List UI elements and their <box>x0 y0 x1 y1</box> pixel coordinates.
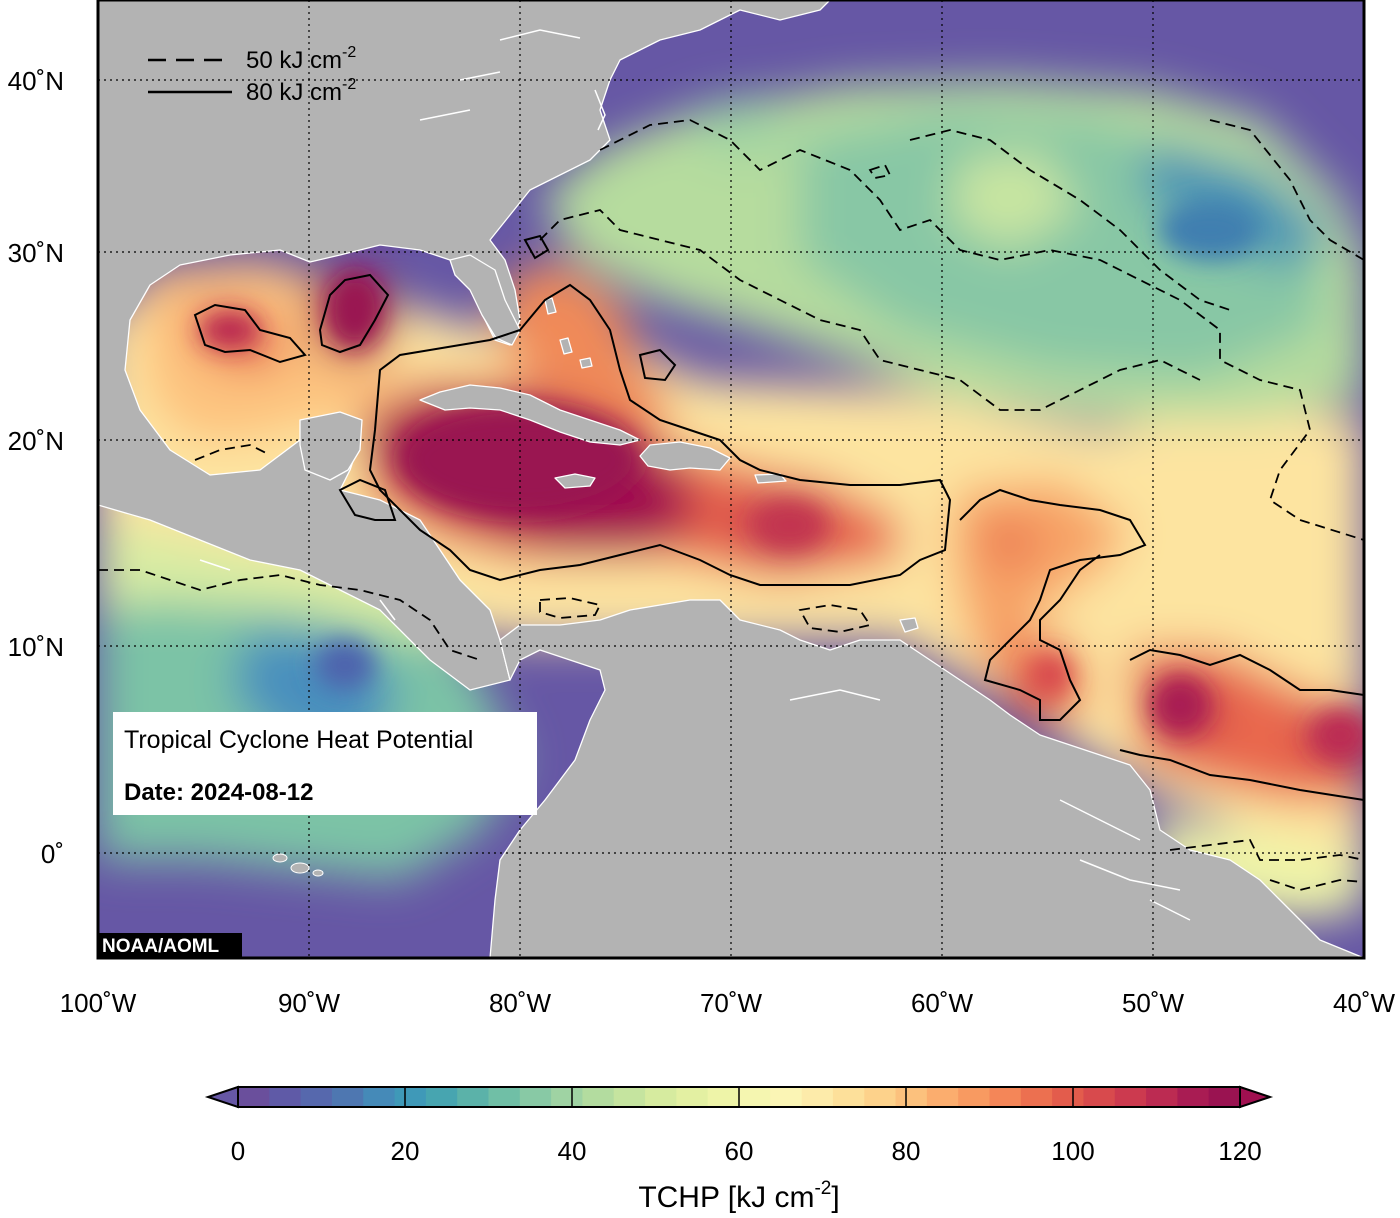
colorbar-tick-label: 120 <box>1218 1136 1261 1166</box>
colorbar-tick-label: 20 <box>391 1136 420 1166</box>
trinidad-island <box>899 617 919 633</box>
credit-box: NOAA/AOML <box>98 933 242 958</box>
colorbar-cell <box>707 1087 740 1107</box>
credit-text: NOAA/AOML <box>102 936 220 957</box>
colorbar-cell <box>895 1087 928 1107</box>
colorbar-cell <box>1052 1087 1085 1107</box>
colorbar-cell <box>832 1087 865 1107</box>
colorbar-over-arrow <box>1239 1085 1274 1109</box>
colorbar-cell <box>1020 1087 1053 1107</box>
info-box: Tropical Cyclone Heat Potential Date: 20… <box>113 712 537 815</box>
colorbar-cell <box>331 1087 364 1107</box>
map-title: Tropical Cyclone Heat Potential <box>124 726 473 754</box>
contours-50 <box>98 119 1364 891</box>
map-panel: 50 kJ cm-2 80 kJ cm-2 Tropical Cyclone H… <box>98 0 1364 958</box>
colorbar-cell <box>425 1087 458 1107</box>
colorbar-tick-label: 100 <box>1051 1136 1094 1166</box>
colorbar-cell <box>801 1087 834 1107</box>
hispaniola-island <box>639 441 731 471</box>
bahamas-islands <box>544 297 593 369</box>
land <box>98 0 1364 958</box>
colorbar-tick-labels: 0 20 40 60 80 100 120 <box>231 1136 1262 1166</box>
legend-dashed-label: 50 kJ cm-2 <box>246 44 356 74</box>
colorbar-cell <box>519 1087 552 1107</box>
colorbar-cell <box>394 1087 427 1107</box>
colorbar-cell <box>1208 1087 1241 1107</box>
lat-tick-label: 40˚N <box>8 66 64 96</box>
colorbar-ticks <box>237 1087 1241 1107</box>
colorbar-cell <box>551 1087 584 1107</box>
south-america-land <box>489 599 1364 958</box>
contour-legend: 50 kJ cm-2 80 kJ cm-2 <box>148 44 356 106</box>
colorbar-cell <box>770 1087 803 1107</box>
colorbar-cell <box>1146 1087 1178 1107</box>
lon-tick-label: 100˚W <box>60 988 137 1018</box>
lon-tick-label: 80˚W <box>489 988 552 1018</box>
colorbar-cell <box>676 1087 709 1107</box>
colorbar-cell <box>363 1087 396 1107</box>
lat-tick-labels: 0˚ 10˚N 20˚N 30˚N 40˚N <box>8 66 64 869</box>
colorbar-title: TCHP [kJ cm-2] <box>638 1178 839 1214</box>
colorbar-cell <box>958 1087 991 1107</box>
north-america-land <box>98 0 831 691</box>
lon-tick-label: 70˚W <box>700 988 763 1018</box>
lon-tick-label: 40˚W <box>1333 988 1396 1018</box>
colorbar-tick-label: 80 <box>892 1136 921 1166</box>
lon-tick-label: 90˚W <box>278 988 341 1018</box>
map-date: Date: 2024-08-12 <box>124 779 313 806</box>
lon-tick-labels: 100˚W 90˚W 80˚W 70˚W 60˚W 50˚W 40˚W <box>60 988 1396 1018</box>
colorbar-cell <box>864 1087 897 1107</box>
lat-tick-label: 0˚ <box>41 839 64 869</box>
colorbar-cell <box>739 1087 771 1107</box>
lon-tick-label: 50˚W <box>1122 988 1185 1018</box>
lat-tick-label: 10˚N <box>8 632 64 662</box>
legend-solid-label: 80 kJ cm-2 <box>246 76 356 106</box>
florida-peninsula <box>449 254 521 346</box>
colorbar-cell <box>645 1087 677 1107</box>
lat-tick-label: 30˚N <box>8 238 64 268</box>
colorbar-cell <box>613 1087 646 1107</box>
colorbar-under-arrow <box>204 1085 239 1109</box>
puerto-rico-island <box>754 473 787 484</box>
lat-tick-label: 20˚N <box>8 426 64 456</box>
contours-80 <box>193 234 1364 801</box>
colorbar-tick-label: 60 <box>725 1136 754 1166</box>
colorbar-cells <box>238 1087 1241 1107</box>
lon-tick-label: 60˚W <box>911 988 974 1018</box>
colorbar-cell <box>582 1087 615 1107</box>
colorbar-cell <box>1177 1087 1210 1107</box>
galapagos-islands <box>272 853 324 877</box>
coast-details <box>199 29 1191 921</box>
colorbar-tick-label: 0 <box>231 1136 245 1166</box>
colorbar-cell <box>1083 1087 1116 1107</box>
colorbar-cell <box>238 1087 270 1107</box>
map-frame <box>96 0 1366 960</box>
colorbar-cell <box>457 1087 490 1107</box>
yucatan-peninsula <box>299 411 363 481</box>
colorbar: 0 20 40 60 80 100 120 TCHP [kJ cm-2] <box>204 1085 1274 1214</box>
jamaica-island <box>554 473 596 489</box>
colorbar-tick-label: 40 <box>558 1136 587 1166</box>
colorbar-cell <box>989 1087 1022 1107</box>
colorbar-cell <box>926 1087 959 1107</box>
colorbar-cell <box>269 1087 302 1107</box>
colorbar-cell <box>1114 1087 1147 1107</box>
colorbar-cell <box>300 1087 333 1107</box>
colorbar-cell <box>488 1087 521 1107</box>
